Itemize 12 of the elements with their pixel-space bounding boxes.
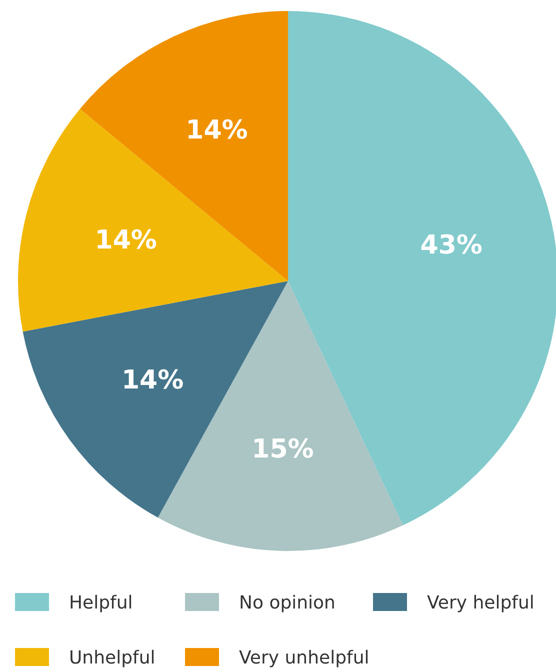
- pie-slice: [18, 108, 288, 332]
- data-label: 14%: [121, 365, 184, 396]
- pie-slice: [80, 11, 288, 281]
- data-label: 14%: [94, 225, 157, 256]
- data-label: 14%: [186, 116, 248, 146]
- data-label: 15%: [252, 434, 314, 464]
- legend-label: Very helpful: [427, 592, 534, 614]
- legend-label: Helpful: [69, 592, 133, 614]
- data-label: 43%: [420, 230, 482, 261]
- legend-label: Unhelpful: [69, 647, 156, 668]
- legend-label: Very unhelpful: [239, 647, 370, 668]
- legend-label: No opinion: [239, 592, 336, 614]
